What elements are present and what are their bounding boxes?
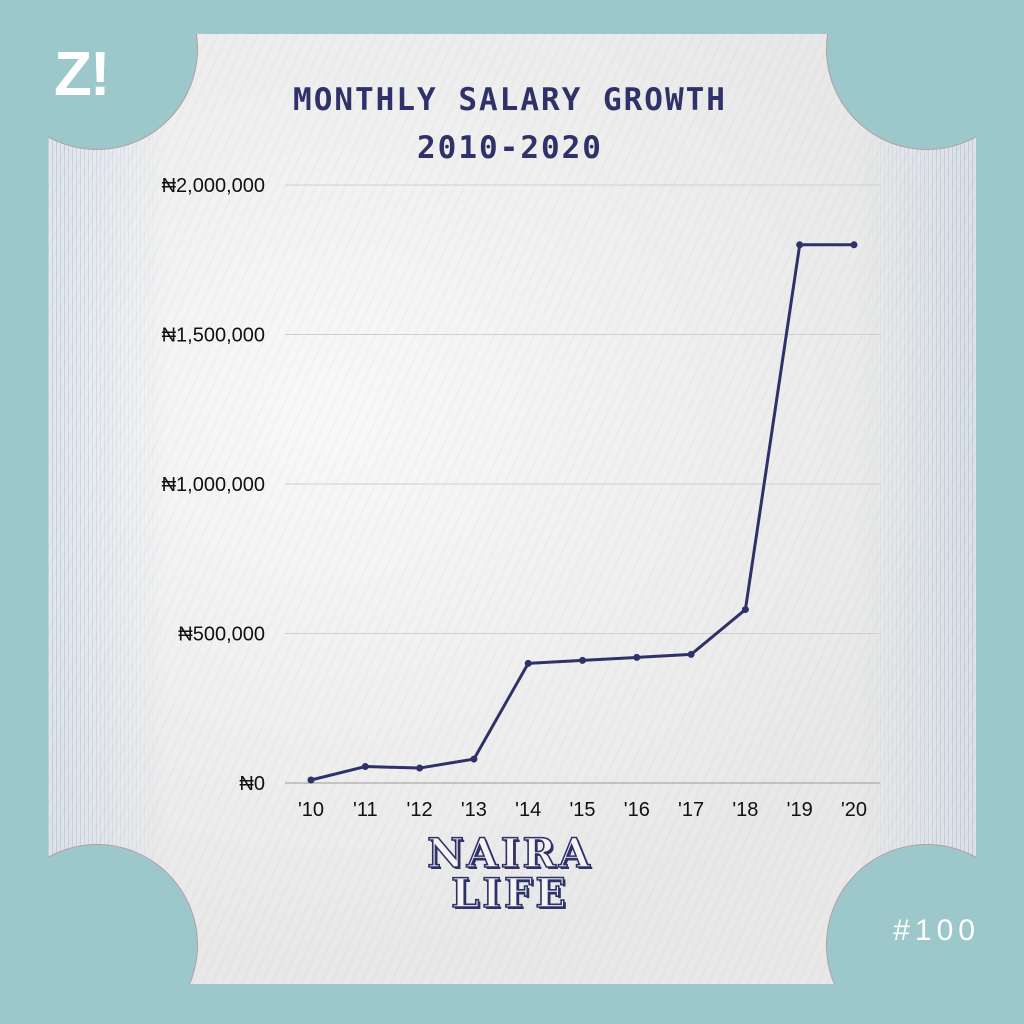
- data-point: [579, 656, 586, 664]
- data-point: [470, 755, 478, 763]
- data-point: [416, 764, 424, 772]
- x-tick-label: '16: [624, 799, 650, 821]
- data-point: [361, 763, 369, 771]
- chart-title: MONTHLY SALARY GROWTH: [293, 82, 727, 118]
- x-tick-label: '15: [569, 799, 595, 821]
- data-point: [850, 241, 858, 249]
- series-line: [310, 243, 854, 782]
- data-point: [796, 241, 804, 249]
- chart-grid: [285, 184, 880, 784]
- y-tick-label: ₦1,500,000: [162, 325, 265, 347]
- guilloche-left: [48, 34, 168, 984]
- x-tick-label: '18: [732, 799, 758, 821]
- x-tick-label: '19: [787, 799, 813, 821]
- y-tick-label: ₦0: [239, 773, 265, 795]
- data-point: [307, 776, 315, 784]
- brand-logo: Z!: [54, 40, 111, 109]
- data-point: [524, 659, 532, 667]
- y-tick-label: ₦2,000,000: [162, 175, 265, 197]
- chart-series: [307, 241, 858, 784]
- y-axis-ticks: ₦0 ₦500,000 ₦1,000,000 ₦1,500,000 ₦2,000,000: [162, 175, 265, 795]
- x-tick-label: '17: [678, 799, 704, 821]
- x-axis-ticks: '10 '11 '12 '13 '14 '15 '16 '17 '18 '19 '20: [298, 799, 867, 821]
- y-tick-label: ₦1,000,000: [162, 474, 265, 496]
- brand-wordmark-line2: LIFE: [450, 870, 569, 917]
- x-tick-label: '12: [407, 799, 433, 821]
- x-tick-label: '13: [461, 799, 487, 821]
- paper-background: [48, 34, 976, 984]
- x-tick-label: '11: [353, 799, 378, 821]
- chart-subtitle: 2010-2020: [417, 130, 603, 166]
- brand-wordmark-line1: NAIRA: [426, 830, 593, 877]
- data-point: [687, 650, 695, 658]
- x-tick-label: '14: [515, 799, 541, 821]
- issue-number: #100: [893, 914, 980, 947]
- x-tick-label: '20: [841, 799, 867, 821]
- x-tick-label: '10: [298, 799, 324, 821]
- data-point: [741, 606, 749, 614]
- y-tick-label: ₦500,000: [178, 624, 265, 646]
- guilloche-right: [856, 34, 976, 984]
- data-point: [633, 653, 641, 661]
